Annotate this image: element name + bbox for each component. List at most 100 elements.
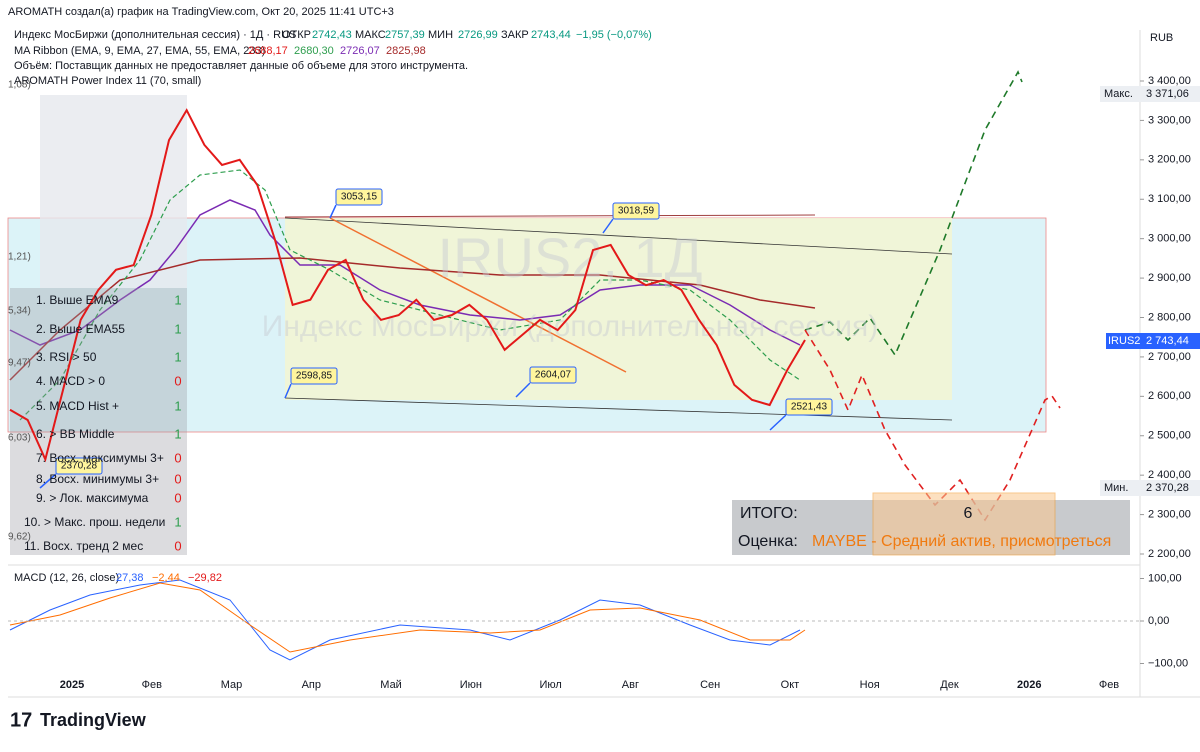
left-label: 1,08): [8, 80, 31, 91]
ohlc-label: ОТКР: [282, 29, 311, 41]
macd-tick-label: 0,00: [1148, 615, 1169, 627]
table-row-score: 1: [174, 292, 181, 307]
table-row-score: 1: [174, 349, 181, 364]
annotation-pointer: [515, 382, 531, 398]
x-tick-label: Май: [380, 679, 402, 691]
x-tick-label: Окт: [781, 679, 800, 691]
ohlc-value: 2726,99: [458, 29, 498, 41]
table-row-label: 2. Выше EMA55: [36, 322, 125, 336]
macd-line: [9, 579, 801, 661]
ribbon-value: 2680,30: [294, 45, 334, 57]
logo-mark: 17: [10, 709, 32, 731]
y-tick-label: 2 400,00: [1148, 469, 1191, 481]
left-label: 5,34): [8, 306, 31, 317]
table-row-label: 7. Восх. максимумы 3+: [36, 451, 164, 465]
x-tick-label: Сен: [700, 679, 720, 691]
left-label: 9,47): [8, 358, 31, 369]
price-label-name: IRUS2: [1108, 335, 1140, 347]
watermark: IRUS2, 1Д: [437, 226, 702, 289]
ohlc-label: МАКС: [355, 29, 386, 41]
table-row-label: 9. > Лок. максимума: [36, 491, 149, 505]
x-tick-label: Ноя: [860, 679, 880, 691]
table-row-label: 8. Восх. минимумы 3+: [36, 472, 159, 486]
y-tick-label: 2 700,00: [1148, 351, 1191, 363]
annotation-box: [612, 202, 660, 220]
trend-line: [284, 397, 953, 421]
macd-tick-label: −100,00: [1148, 657, 1188, 669]
price-label-name: Мин.: [1104, 482, 1128, 494]
symbol: Индекс МосБиржи (дополнительная сессия) …: [14, 29, 296, 41]
table-row-label: 11. Восх. тренд 2 мес: [24, 539, 143, 553]
y-tick-label: 3 300,00: [1148, 114, 1191, 126]
table-row-label: 3. RSI > 50: [36, 350, 97, 364]
y-tick-label: 2 800,00: [1148, 311, 1191, 323]
x-tick-label: Фев: [142, 679, 162, 691]
forecast-up: [804, 70, 1023, 357]
annotation-pointer: [602, 218, 614, 234]
table-row-score: 1: [174, 426, 181, 441]
price-label-value: 2 370,28: [1146, 482, 1189, 494]
x-tick-label: Апр: [302, 679, 321, 691]
annotation-label: 2521,43: [791, 402, 828, 413]
annotation-pointer: [39, 473, 57, 489]
x-tick-label: Дек: [940, 679, 959, 691]
left-label: 1,21): [8, 252, 31, 263]
price-label-box: [1106, 333, 1200, 349]
table-row-label: 10. > Макс. прош. недели: [24, 515, 165, 529]
power-index: AROMATH Power Index 11 (70, small): [14, 75, 201, 87]
table-row-score: 0: [174, 450, 181, 465]
table-row-score: 0: [174, 538, 181, 553]
macd-tick-label: 100,00: [1148, 572, 1182, 584]
left-label: 9,62): [8, 532, 31, 543]
annotation-box: [785, 398, 833, 416]
y-tick-label: 2 200,00: [1148, 548, 1191, 560]
annotation-pointer: [329, 204, 337, 219]
ohlc-value: 2742,43: [312, 29, 352, 41]
annotation-label: 2370,28: [61, 461, 98, 472]
y-tick-label: 3 000,00: [1148, 233, 1191, 245]
macd-value: −29,82: [188, 572, 222, 584]
annotation-box: [335, 188, 383, 206]
credit: AROMATH создал(а) график на TradingView.…: [8, 6, 394, 18]
table-row-score: 1: [174, 398, 181, 413]
annotation-label: 3018,59: [618, 206, 655, 217]
currency: RUB: [1150, 32, 1173, 44]
price-label-value: 2 743,44: [1146, 335, 1189, 347]
y-tick-label: 2 600,00: [1148, 390, 1191, 402]
summary-rating-label: Оценка:: [738, 533, 798, 550]
price-line: [9, 108, 806, 463]
macd-value: −2,44: [152, 572, 180, 584]
price-label-value: 3 371,06: [1146, 88, 1189, 100]
table-row-score: 1: [174, 321, 181, 336]
ema-line: [19, 169, 801, 421]
y-tick-label: 2 900,00: [1148, 272, 1191, 284]
x-tick-label: Июл: [539, 679, 561, 691]
signal-line: [9, 582, 806, 653]
trend-line: [284, 217, 953, 255]
left-zone: [40, 95, 187, 288]
price-label-box: [1100, 86, 1200, 102]
macd-value: 27,38: [116, 572, 144, 584]
change: −1,95 (−0,07%): [576, 29, 652, 41]
target-zone: [872, 492, 1056, 556]
table-row-score: 0: [174, 471, 181, 486]
annotation-box: [55, 457, 103, 475]
ema-line: [9, 199, 801, 346]
volume: Объём: Поставщик данных не предоставляет…: [14, 60, 468, 72]
table-row-label: 4. MACD > 0: [36, 374, 105, 388]
x-tick-label: Фев: [1099, 679, 1119, 691]
annotation-box: [529, 366, 577, 384]
annotation-box: [290, 367, 338, 385]
annotation-label: 2604,07: [535, 370, 572, 381]
ribbon-value: 2825,98: [386, 45, 426, 57]
y-tick-label: 3 200,00: [1148, 154, 1191, 166]
macd-title: MACD (12, 26, close): [14, 572, 119, 584]
score-table: [10, 288, 187, 555]
trend-line: [329, 217, 627, 373]
price-label-name: Макс.: [1104, 88, 1133, 100]
y-tick-label: 2 300,00: [1148, 508, 1191, 520]
x-tick-label: Мар: [221, 679, 243, 691]
table-row-score: 0: [174, 490, 181, 505]
annotation-label: 2598,85: [296, 371, 333, 382]
ribbon: MA Ribbon (EMA, 9, EMA, 27, EMA, 55, EMA…: [14, 45, 265, 57]
